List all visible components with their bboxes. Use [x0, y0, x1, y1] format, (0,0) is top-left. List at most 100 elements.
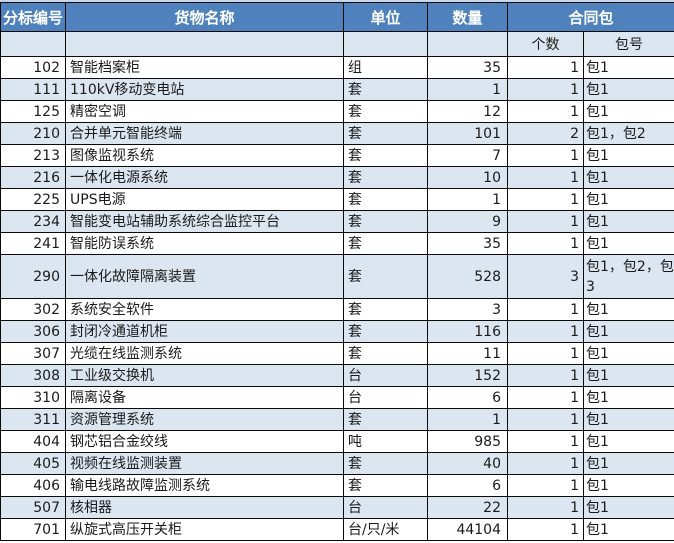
table-body: 102 智能档案柜组 35 1 包1 111 110kV移动变电站套 1 1 包1 125 精密空调套… [0, 56, 674, 541]
table-row: 507 核相器台 22 1 包1 [0, 496, 674, 519]
table-row: 210 合并单元智能终端套 101 2 包1，包2 [0, 122, 674, 145]
cell-id: 307 [0, 342, 66, 365]
cell-count: 2 [507, 122, 584, 145]
header-empty-4 [427, 31, 508, 57]
cell-id: 234 [0, 210, 66, 233]
table-row: 234 智能变电站辅助系统综合监控平台套 9 1 包1 [0, 210, 674, 233]
cell-unit: 套 [343, 100, 428, 123]
cell-qty: 7 [427, 144, 508, 167]
cell-qty: 1 [427, 78, 508, 101]
header-unit: 单位 [343, 2, 428, 32]
header-goods-name: 货物名称 [65, 2, 344, 32]
table-row: 310 隔离设备台 6 1 包1 [0, 386, 674, 409]
cell-name: 一体化故障隔离装置 [65, 254, 344, 299]
cell-id: 213 [0, 144, 66, 167]
cell-id: 310 [0, 386, 66, 409]
cell-name: 一体化电源系统 [65, 166, 344, 189]
cell-pkg: 包1 [582, 78, 674, 101]
cell-id: 210 [0, 122, 66, 145]
cell-unit: 套 [343, 78, 428, 101]
cell-id: 406 [0, 474, 66, 497]
cell-qty: 116 [427, 320, 508, 343]
cell-id: 225 [0, 188, 66, 211]
cell-qty: 152 [427, 364, 508, 387]
cell-count: 1 [507, 474, 584, 497]
header-row-1: 分标编号 货物名称 单位 数量 合同包 [0, 2, 674, 32]
cell-id: 302 [0, 298, 66, 321]
cell-unit: 套 [343, 144, 428, 167]
cell-id: 102 [0, 56, 66, 79]
cell-qty: 35 [427, 232, 508, 255]
cell-unit: 台 [343, 386, 428, 409]
header-empty-3 [343, 31, 428, 57]
header-pkg-count: 个数 [507, 31, 584, 57]
header-contract-pkg: 合同包 [506, 2, 674, 32]
cell-pkg: 包1 [582, 364, 674, 387]
cell-pkg: 包1 [582, 56, 674, 79]
cell-unit: 套 [343, 408, 428, 431]
table-row: 311 资源管理系统套 1 1 包1 [0, 408, 674, 431]
cell-qty: 101 [427, 122, 508, 145]
cell-pkg: 包1 [582, 166, 674, 189]
cell-id: 404 [0, 430, 66, 453]
cell-count: 1 [507, 364, 584, 387]
cell-pkg: 包1 [582, 474, 674, 497]
cell-name: 纵旋式高压开关柜 [65, 518, 344, 541]
cell-pkg: 包1 [582, 320, 674, 343]
cell-name: 智能变电站辅助系统综合监控平台 [65, 210, 344, 233]
cell-pkg: 包1 [582, 100, 674, 123]
cell-qty: 10 [427, 166, 508, 189]
cell-unit: 套 [343, 166, 428, 189]
cell-name: 智能档案柜 [65, 56, 344, 79]
cell-name: 视频在线监测装置 [65, 452, 344, 475]
cell-id: 125 [0, 100, 66, 123]
cell-name: 输电线路故障监测系统 [65, 474, 344, 497]
cell-count: 1 [507, 210, 584, 233]
cell-pkg: 包1 [582, 210, 674, 233]
cell-name: 图像监视系统 [65, 144, 344, 167]
table-row: 290 一体化故障隔离装置套 528 3 包1，包2，包3 [0, 254, 674, 299]
cell-count: 1 [507, 56, 584, 79]
header-empty-1 [0, 31, 66, 57]
cell-name: 110kV移动变电站 [65, 78, 344, 101]
cell-pkg: 包1 [582, 298, 674, 321]
cell-qty: 35 [427, 56, 508, 79]
cell-count: 1 [507, 342, 584, 365]
cell-qty: 1 [427, 188, 508, 211]
header-empty-2 [65, 31, 344, 57]
cell-id: 111 [0, 78, 66, 101]
header-row-2: 个数 包号 [0, 31, 674, 57]
cell-name: UPS电源 [65, 188, 344, 211]
cell-name: 核相器 [65, 496, 344, 519]
cell-id: 241 [0, 232, 66, 255]
cell-count: 1 [507, 408, 584, 431]
table-row: 102 智能档案柜组 35 1 包1 [0, 56, 674, 79]
cell-pkg: 包1，包2，包3 [582, 254, 674, 299]
cell-count: 1 [507, 386, 584, 409]
cell-count: 1 [507, 166, 584, 189]
table-row: 241 智能防误系统套 35 1 包1 [0, 232, 674, 255]
cell-qty: 6 [427, 386, 508, 409]
table-row: 111 110kV移动变电站套 1 1 包1 [0, 78, 674, 101]
cell-qty: 22 [427, 496, 508, 519]
cell-unit: 台/只/米 [343, 518, 428, 541]
cell-unit: 套 [343, 320, 428, 343]
cell-qty: 985 [427, 430, 508, 453]
cell-count: 1 [507, 496, 584, 519]
cell-name: 资源管理系统 [65, 408, 344, 431]
table-row: 216 一体化电源系统套 10 1 包1 [0, 166, 674, 189]
table-row: 404 钢芯铝合金绞线吨 985 1 包1 [0, 430, 674, 453]
cell-pkg: 包1 [582, 430, 674, 453]
cell-name: 隔离设备 [65, 386, 344, 409]
cell-count: 1 [507, 144, 584, 167]
cell-name: 光缆在线监测系统 [65, 342, 344, 365]
cell-name: 钢芯铝合金绞线 [65, 430, 344, 453]
cell-id: 507 [0, 496, 66, 519]
cell-id: 311 [0, 408, 66, 431]
table-row: 701 纵旋式高压开关柜 台/只/米 44104 1 包1 [0, 518, 674, 541]
header-quantity: 数量 [427, 2, 508, 32]
cell-name: 工业级交换机 [65, 364, 344, 387]
cell-unit: 组 [343, 56, 428, 79]
